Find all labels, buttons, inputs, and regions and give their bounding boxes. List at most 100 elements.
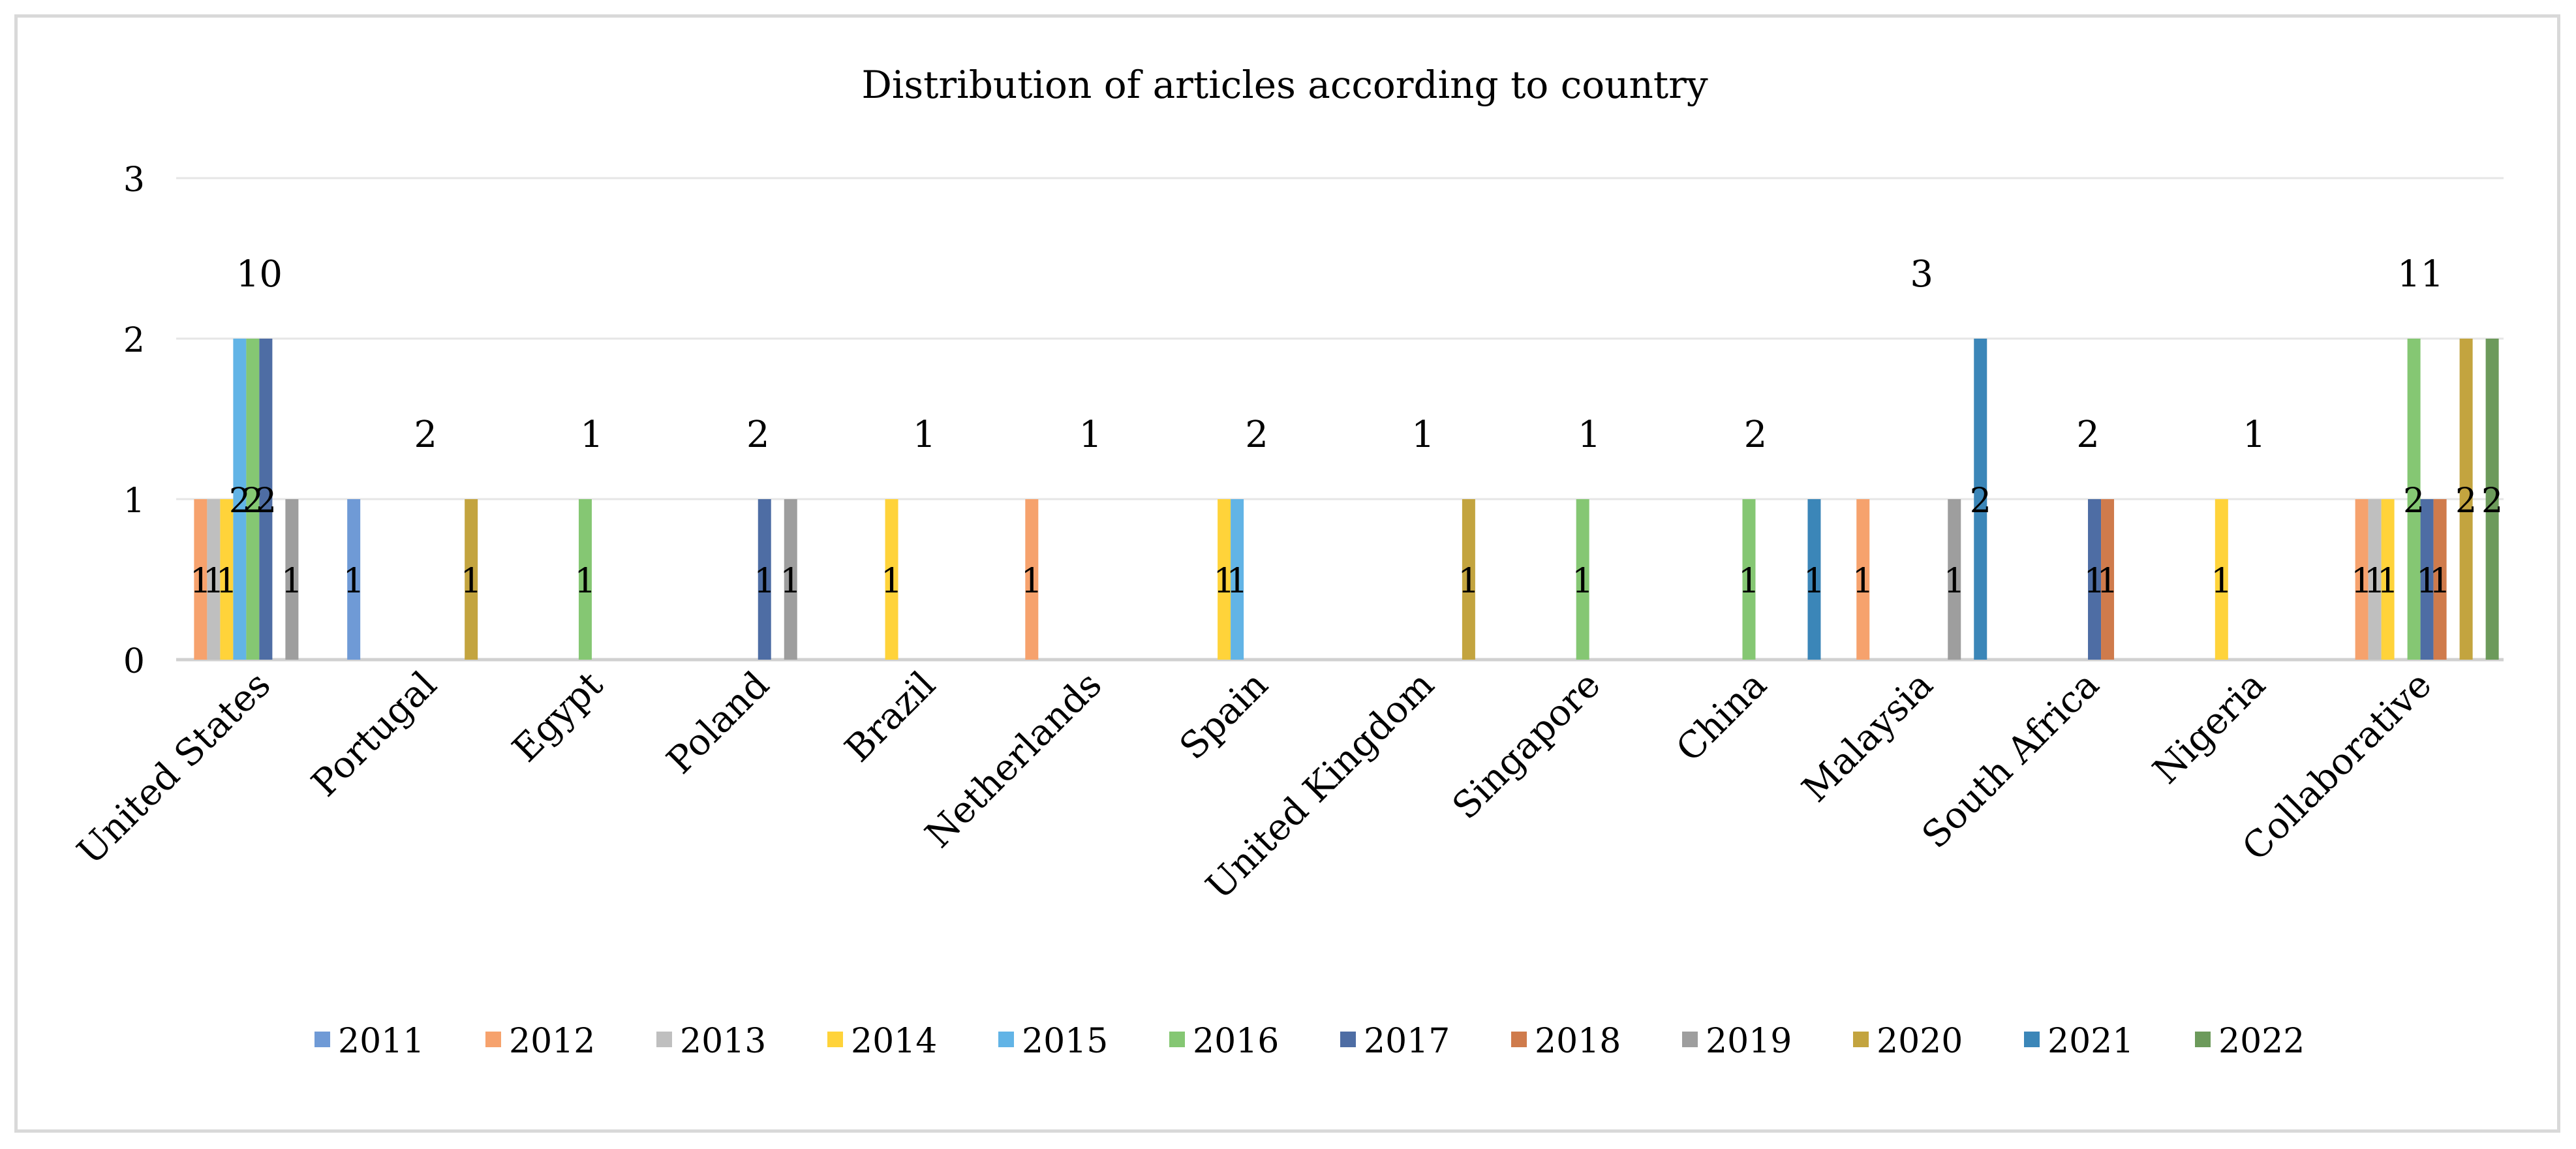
- bar-value-label: 2: [2481, 482, 2503, 521]
- legend-swatch-2017: [1340, 1032, 1356, 1047]
- bar-value-label: 1: [190, 562, 211, 601]
- bar-netherlands-2012: [1025, 499, 1039, 660]
- bar-value-label: 1: [1852, 562, 1874, 601]
- bar-united-states-2019: [285, 499, 299, 660]
- bar-value-label: 1: [343, 562, 365, 601]
- bar-united-states-2016: [246, 339, 260, 660]
- bar-collaborative-2012: [2355, 499, 2369, 660]
- legend-swatch-2015: [998, 1032, 1014, 1047]
- total-label-poland: 2: [746, 414, 770, 456]
- legend-label-2015: 2015: [1022, 1022, 1108, 1061]
- bar-value-label: 1: [881, 562, 902, 601]
- x-tick-label-malaysia: Malaysia: [1794, 664, 1941, 810]
- bar-value-label: 1: [1803, 562, 1825, 601]
- x-tick-label-brazil: Brazil: [837, 664, 944, 771]
- bar-value-label: 2: [1970, 482, 1991, 521]
- bar-value-label: 1: [1214, 562, 1235, 601]
- legend-swatch-2016: [1169, 1032, 1185, 1047]
- legend-swatch-2021: [2024, 1032, 2040, 1047]
- x-tick-label-portugal: Portugal: [303, 664, 445, 805]
- bar-united-states-2017: [259, 339, 273, 660]
- bar-value-label: 1: [1227, 562, 1248, 601]
- bar-malaysia-2019: [1948, 499, 1961, 660]
- bar-south-africa-2017: [2088, 499, 2102, 660]
- x-tick-label-egypt: Egypt: [504, 664, 611, 771]
- y-axis-ticks: 0 1 2 3: [123, 161, 145, 681]
- total-label-netherlands: 1: [1079, 414, 1103, 456]
- bar-united-states-2012: [194, 499, 207, 660]
- bar-value-label: 1: [2351, 562, 2372, 601]
- bar-poland-2019: [784, 499, 797, 660]
- legend-label-2021: 2021: [2047, 1022, 2134, 1061]
- legend-label-2016: 2016: [1193, 1022, 1279, 1061]
- legend-swatch-2012: [485, 1032, 501, 1047]
- legend: 2011 2012 2013 2014 2015 2016 2017 2018 2019 2020…: [314, 1022, 2305, 1061]
- legend-swatch-2022: [2195, 1032, 2211, 1047]
- bar-chart: Distribution of articles according to co…: [69, 63, 2504, 1061]
- x-tick-label-south-africa: South Africa: [1914, 664, 2108, 857]
- legend-swatch-2011: [314, 1032, 330, 1047]
- bar-egypt-2016: [578, 499, 592, 660]
- bar-value-label: 1: [2429, 562, 2451, 601]
- bar-collaborative-2013: [2368, 499, 2382, 660]
- chart-title: Distribution of articles according to co…: [861, 63, 1708, 107]
- bar-value-label: 1: [2416, 562, 2438, 601]
- bar-collaborative-2018: [2433, 499, 2447, 660]
- legend-swatch-2013: [656, 1032, 672, 1047]
- bar-united-states-2015: [233, 339, 247, 660]
- bar-collaborative-2014: [2381, 499, 2395, 660]
- bar-value-label: 1: [2211, 562, 2232, 601]
- total-label-china: 2: [1744, 414, 1768, 456]
- total-label-brazil: 1: [913, 414, 936, 456]
- legend-swatch-2020: [1853, 1032, 1869, 1047]
- bar-united-states-2014: [220, 499, 234, 660]
- bar-singapore-2016: [1576, 499, 1589, 660]
- total-label-south-africa: 2: [2076, 414, 2100, 456]
- bar-value-label: 1: [2364, 562, 2385, 601]
- bar-collaborative-2017: [2420, 499, 2434, 660]
- bar-value-label: 1: [216, 562, 238, 601]
- bar-portugal-2011: [347, 499, 361, 660]
- bar-value-label: 1: [1944, 562, 1965, 601]
- bar-china-2016: [1742, 499, 1756, 660]
- y-tick-label: 0: [123, 642, 145, 681]
- x-tick-label-china: China: [1668, 664, 1775, 771]
- bar-value-label: 2: [2403, 482, 2425, 521]
- total-label-egypt: 1: [580, 414, 604, 456]
- x-tick-label-spain: Spain: [1172, 664, 1276, 768]
- bar-collaborative-2022: [2485, 339, 2499, 660]
- chart-frame: Distribution of articles according to co…: [14, 14, 2560, 1133]
- bar-value-label: 1: [574, 562, 596, 601]
- y-tick-label: 3: [123, 161, 145, 200]
- legend-label-2020: 2020: [1877, 1022, 1963, 1061]
- bar-south-africa-2018: [2101, 499, 2115, 660]
- bar-value-label: 1: [1738, 562, 1760, 601]
- bar-value-label: 1: [2377, 562, 2399, 601]
- total-label-malaysia: 3: [1910, 253, 1933, 296]
- bar-spain-2014: [1218, 499, 1231, 660]
- legend-swatch-2019: [1682, 1032, 1698, 1047]
- grid-lines: [176, 177, 2504, 662]
- bar-value-label: 1: [461, 562, 482, 601]
- x-tick-label-singapore: Singapore: [1445, 664, 1609, 828]
- bar-poland-2017: [758, 499, 771, 660]
- legend-swatch-2014: [827, 1032, 843, 1047]
- total-label-singapore: 1: [1578, 414, 1601, 456]
- category-totals: 102 1 2 1 1 2 1 1 232 111: [236, 253, 2444, 456]
- bar-value-label: 1: [1021, 562, 1043, 601]
- bar-value-label: 1: [1572, 562, 1593, 601]
- x-tick-label-united-states: United States: [69, 664, 279, 873]
- bar-value-label: 2: [255, 482, 277, 521]
- bar-collaborative-2016: [2407, 339, 2421, 660]
- x-tick-label-poland: Poland: [659, 664, 778, 782]
- bar-brazil-2014: [885, 499, 898, 660]
- total-label-united-kingdom: 1: [1411, 414, 1435, 456]
- total-label-nigeria: 1: [2243, 414, 2266, 456]
- legend-label-2012: 2012: [509, 1022, 595, 1061]
- bar-value-label: 1: [1458, 562, 1479, 601]
- bars: [194, 339, 2499, 660]
- bar-value-label: 1: [2096, 562, 2118, 601]
- legend-label-2018: 2018: [1535, 1022, 1621, 1061]
- total-label-portugal: 2: [414, 414, 437, 456]
